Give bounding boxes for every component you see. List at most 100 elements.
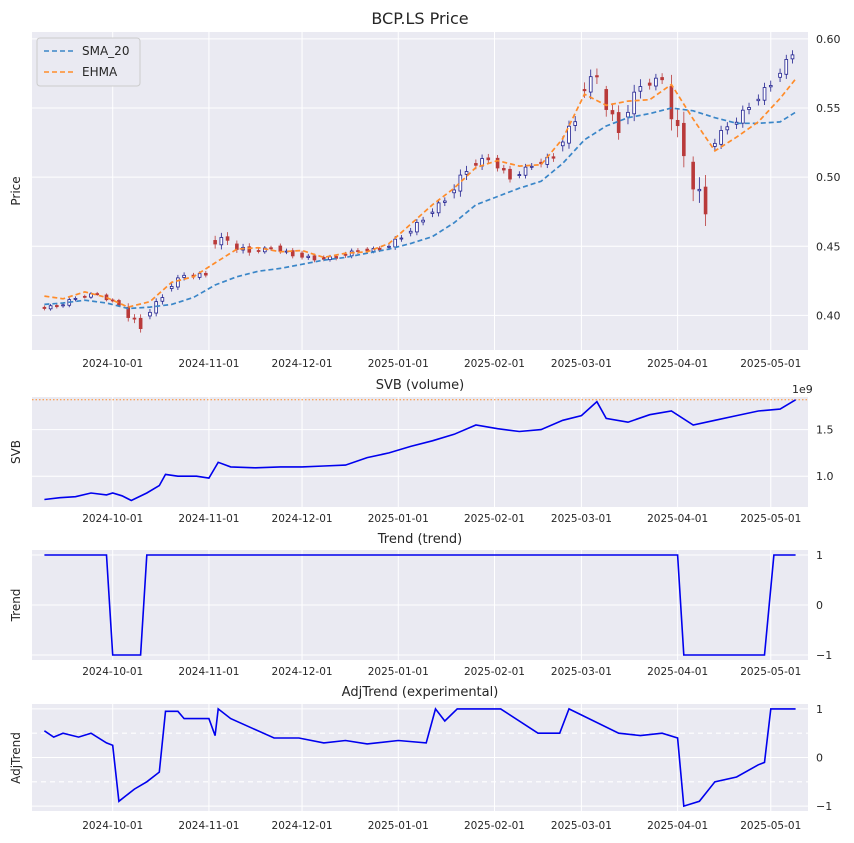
x-tick-label: 2025-01-01 bbox=[368, 820, 429, 832]
price-panel-title: BCP.LS Price bbox=[371, 9, 468, 28]
candle-body bbox=[95, 293, 99, 295]
x-tick-label: 2024-12-01 bbox=[272, 358, 333, 370]
candle-body bbox=[616, 112, 621, 133]
candle-body bbox=[126, 306, 131, 318]
x-tick-label: 2025-05-01 bbox=[740, 666, 801, 678]
price-panel-marks: 2024-10-01 2024-11-01 2024-12-01 2025-01-01… bbox=[42, 33, 841, 370]
candle-body bbox=[588, 76, 593, 93]
x-tick-label: 2024-12-01 bbox=[272, 666, 333, 678]
candle-body bbox=[225, 236, 230, 241]
adjtrend-panel: 2024-10-01 2024-11-01 2024-12-01 2025-01-01… bbox=[9, 685, 832, 832]
svb-panel-ylabel: SVB bbox=[9, 440, 23, 464]
candle-body bbox=[247, 246, 252, 253]
series-line-ehma bbox=[44, 78, 797, 308]
trend-panel-ylabel: Trend bbox=[9, 589, 23, 623]
candle-body bbox=[306, 255, 311, 258]
x-tick-label: 2024-12-01 bbox=[272, 820, 333, 832]
x-tick-label: 2025-04-01 bbox=[647, 820, 708, 832]
x-tick-label: 2025-02-01 bbox=[464, 513, 525, 525]
y-tick-label: 1 bbox=[816, 703, 823, 716]
legend-box bbox=[36, 37, 141, 87]
y-tick-label: −1 bbox=[816, 649, 832, 662]
candle-body bbox=[691, 161, 695, 190]
series-line bbox=[43, 707, 796, 808]
candle-body bbox=[61, 304, 65, 307]
price-panel: 2024-10-01 2024-11-01 2024-12-01 2025-01-01… bbox=[9, 9, 841, 370]
x-tick-label: 2025-02-01 bbox=[464, 820, 525, 832]
candle-body bbox=[669, 86, 674, 120]
candle-body bbox=[647, 82, 652, 86]
candle-body bbox=[660, 77, 664, 81]
candle-body bbox=[756, 98, 761, 102]
candle-body bbox=[654, 77, 658, 87]
candle-body bbox=[778, 72, 782, 78]
candle-body bbox=[675, 119, 680, 127]
y-tick-label: 1.0 bbox=[816, 470, 834, 483]
candle-body bbox=[595, 75, 599, 78]
candle-body bbox=[176, 277, 180, 288]
candle-body bbox=[495, 157, 500, 169]
candle-body bbox=[436, 202, 441, 214]
y-tick-label: 0.55 bbox=[816, 102, 841, 115]
candle-body bbox=[725, 126, 730, 131]
svb-panel-grid bbox=[32, 397, 808, 507]
candle-body bbox=[154, 301, 158, 314]
x-tick-label: 2024-11-01 bbox=[178, 666, 239, 678]
candle-body bbox=[415, 222, 419, 233]
candle-body bbox=[219, 237, 224, 246]
candle-body bbox=[517, 174, 522, 177]
candle-body bbox=[408, 230, 413, 234]
candle-body bbox=[582, 89, 587, 92]
x-tick-label: 2025-04-01 bbox=[647, 358, 708, 370]
y-tick-label: 0.50 bbox=[816, 171, 841, 184]
x-tick-label: 2024-10-01 bbox=[82, 666, 143, 678]
x-tick-label: 2025-05-01 bbox=[740, 358, 801, 370]
candle-body bbox=[610, 110, 615, 115]
candle-body bbox=[464, 171, 469, 175]
svb-panel-marks: 2024-10-01 2024-11-01 2024-12-01 2025-01-01… bbox=[32, 399, 834, 525]
candle-body bbox=[508, 168, 512, 180]
y-tick-label: 1.5 bbox=[816, 424, 834, 437]
x-tick-label: 2025-01-01 bbox=[368, 513, 429, 525]
legend-label-ehma: EHMA bbox=[82, 65, 118, 79]
trend-panel: 2024-10-01 2024-11-01 2024-12-01 2025-01-01… bbox=[9, 532, 832, 678]
candle-body bbox=[204, 272, 208, 276]
candle-body bbox=[703, 186, 708, 215]
adjtrend-panel-marks: 2024-10-01 2024-11-01 2024-12-01 2025-01-01… bbox=[32, 703, 832, 832]
candle-body bbox=[768, 85, 773, 88]
candle-body bbox=[169, 285, 174, 289]
candle-body bbox=[474, 163, 478, 166]
svb-panel-title: SVB (volume) bbox=[376, 378, 465, 393]
y-tick-label: 1 bbox=[816, 549, 823, 562]
candle-body bbox=[443, 200, 447, 203]
candle-body bbox=[399, 237, 404, 240]
x-tick-label: 2025-03-01 bbox=[551, 820, 612, 832]
legend-label-sma: SMA_20 bbox=[82, 44, 129, 58]
candle-body bbox=[430, 211, 435, 214]
x-tick-label: 2024-11-01 bbox=[178, 820, 239, 832]
candle-body bbox=[110, 299, 115, 302]
candle-body bbox=[393, 238, 397, 248]
candle-body bbox=[343, 253, 348, 256]
series-line bbox=[44, 399, 797, 502]
x-tick-label: 2024-11-01 bbox=[178, 513, 239, 525]
candle-body bbox=[632, 91, 636, 115]
svb-panel-background bbox=[32, 397, 808, 507]
x-tick-label: 2025-02-01 bbox=[464, 666, 525, 678]
candle-body bbox=[458, 174, 463, 192]
price-legend: SMA_20 EHMA bbox=[36, 37, 141, 87]
candle-body bbox=[290, 250, 295, 257]
candle-body bbox=[138, 317, 143, 329]
candle-body bbox=[42, 306, 47, 309]
x-tick-label: 2024-10-01 bbox=[82, 513, 143, 525]
x-tick-label: 2024-10-01 bbox=[82, 358, 143, 370]
y-tick-label: 0 bbox=[816, 599, 823, 612]
candle-body bbox=[560, 141, 565, 147]
candle-body bbox=[713, 142, 717, 147]
x-tick-label: 2025-05-01 bbox=[740, 513, 801, 525]
y-tick-label: −1 bbox=[816, 800, 832, 813]
trend-panel-marks: 2024-10-01 2024-11-01 2024-12-01 2025-01-01… bbox=[44, 549, 832, 678]
candle-body bbox=[73, 297, 78, 300]
adjtrend-panel-title: AdjTrend (experimental) bbox=[342, 685, 499, 700]
